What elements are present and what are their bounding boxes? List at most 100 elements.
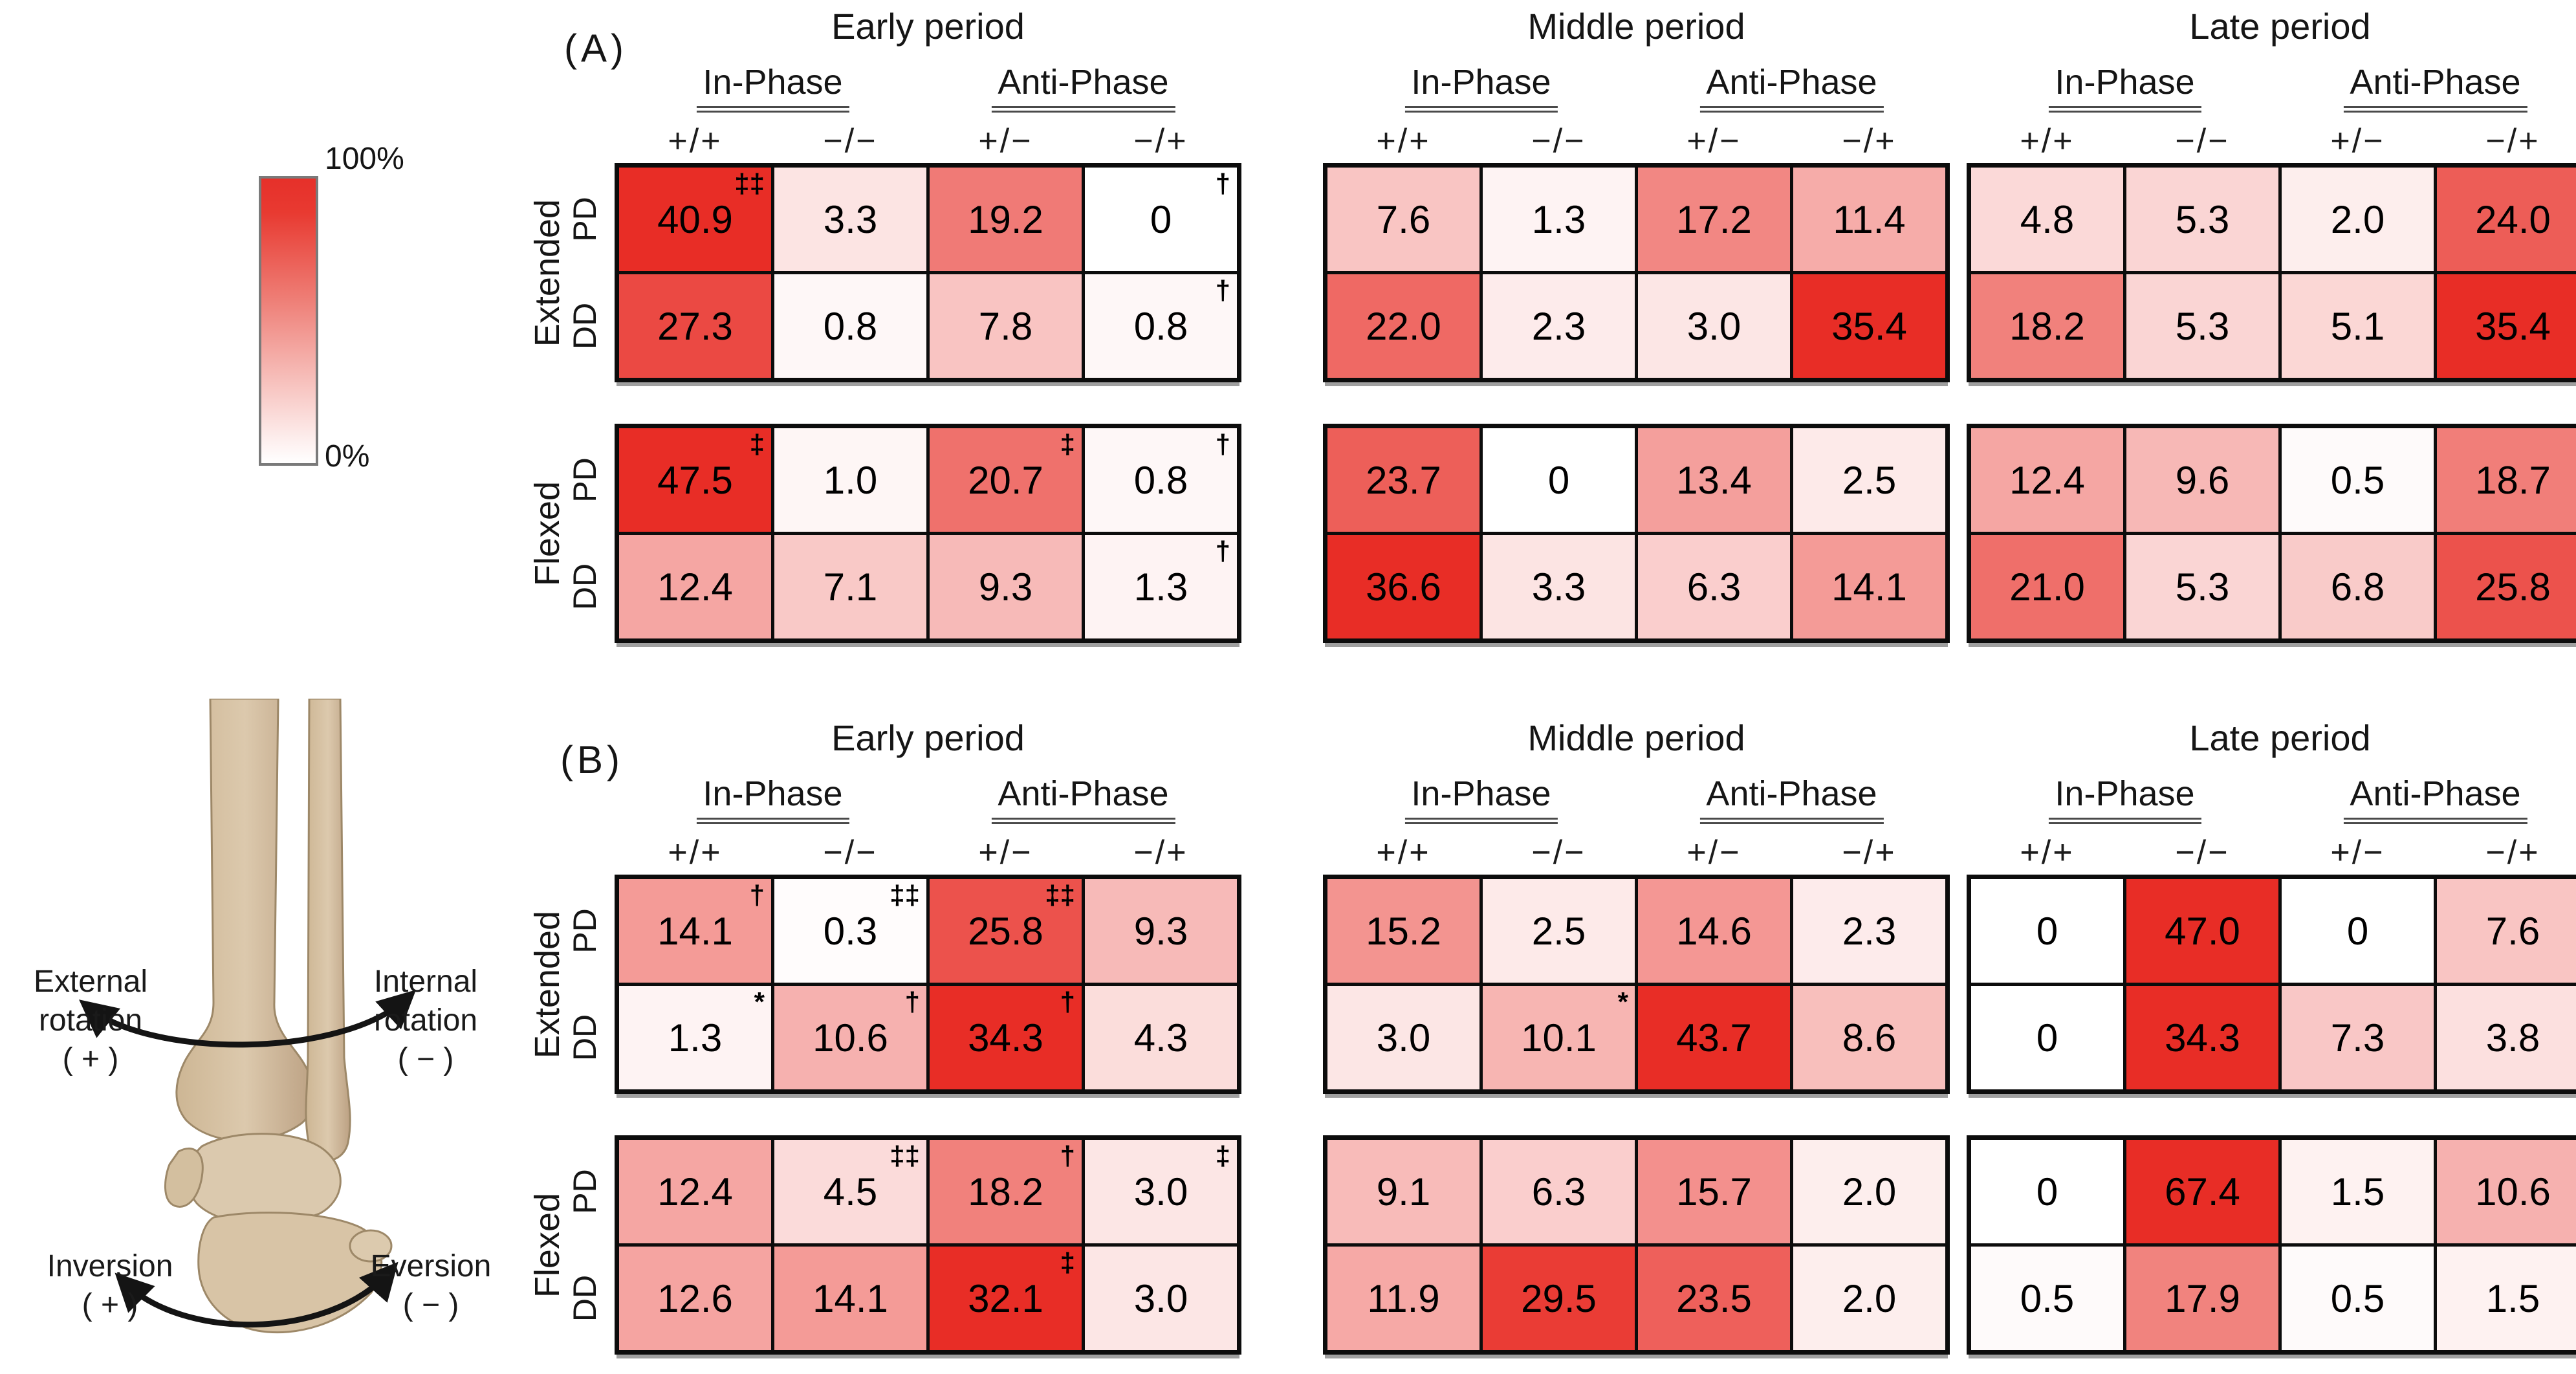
cell-value: 15.2 (1366, 909, 1441, 953)
heatmap-cell: 0 (1971, 1140, 2123, 1243)
heatmap-cell: 6.8 (2282, 535, 2434, 638)
cell-value: 5.3 (2175, 304, 2230, 348)
cell-value: 2.5 (1842, 458, 1897, 502)
row-block-label: Extended (528, 910, 567, 1058)
cell-value: 7.6 (1376, 197, 1431, 241)
heatmap-cell: 2.0 (1793, 1140, 1945, 1243)
row-label: PD (567, 197, 603, 242)
significance-symbol: ‡‡ (890, 880, 920, 910)
column-sign-label: +/− (2330, 122, 2385, 160)
heatmap-cell: 2.0 (2282, 168, 2434, 271)
column-sign-label: +/− (978, 122, 1033, 160)
heatmap-cell: 1.5 (2437, 1247, 2576, 1350)
heatmap-cell: 0.5 (2282, 1247, 2434, 1350)
cell-value: 7.6 (2485, 909, 2540, 953)
heatmap-cell: 18.2 (1971, 274, 2123, 378)
heatmap-cell: 4.5 ‡‡ (774, 1140, 926, 1243)
cell-value: 35.4 (2475, 304, 2551, 348)
heatmap-cell: 7.6 (2437, 879, 2576, 983)
row-label: PD (567, 1169, 603, 1214)
row-label: PD (567, 908, 603, 954)
cell-value: 1.0 (823, 458, 878, 502)
cell-value: 23.5 (1676, 1276, 1752, 1320)
significance-symbol: ‡ (1215, 1140, 1230, 1171)
medial-bone-fragment (164, 1148, 204, 1208)
cell-value: 12.4 (657, 565, 733, 609)
significance-symbol: † (1215, 536, 1230, 566)
significance-symbol: ‡‡ (734, 168, 765, 199)
heatmap-cell: 10.1 * (1483, 986, 1635, 1089)
cell-value: 11.4 (1833, 197, 1906, 241)
talus-bone (186, 1133, 342, 1225)
heatmap-cell: 0.3 ‡‡ (774, 879, 926, 983)
cell-value: 3.3 (1531, 565, 1586, 609)
heatmap-table: 4.8 5.3 2.0 24.0 18.2 5.3 5.1 35.4 (1967, 163, 2576, 382)
significance-symbol: ‡ (1060, 429, 1075, 459)
cell-value: 6.3 (1531, 1170, 1586, 1214)
cell-value: 12.4 (2009, 458, 2085, 502)
cell-value: 7.8 (978, 304, 1033, 348)
heatmap-cell: 9.3 (930, 535, 1082, 638)
heatmap-cell: 4.8 (1971, 168, 2123, 271)
column-sign-label: +/− (978, 834, 1033, 871)
column-sign-label: +/+ (1376, 834, 1431, 871)
tibia-bone (175, 699, 314, 1142)
cell-value: 14.1 (813, 1276, 888, 1320)
heatmap-cell: 7.3 (2282, 986, 2434, 1089)
heatmap-cell: 0.5 (1971, 1247, 2123, 1350)
cell-value: 24.0 (2475, 197, 2551, 241)
phase-group-header: Anti-Phase (1699, 774, 1884, 824)
heatmap-cell: 9.6 (2126, 428, 2278, 532)
cell-value: 12.6 (657, 1276, 733, 1320)
cell-value: 3.3 (823, 197, 878, 241)
cell-value: 25.8 (2475, 565, 2551, 609)
column-sign-label: −/− (823, 834, 878, 871)
phase-group-header: In-Phase (696, 62, 849, 113)
heatmap-cell: 7.6 (1327, 168, 1479, 271)
heatmap-cell: 15.7 (1638, 1140, 1790, 1243)
cell-value: 1.3 (668, 1016, 723, 1060)
heatmap-cell: 18.7 (2437, 428, 2576, 532)
cell-value: 10.6 (2475, 1170, 2551, 1214)
cell-value: 10.6 (813, 1016, 888, 1060)
row-label: DD (567, 563, 603, 611)
inversion-eversion-arrow (115, 1261, 398, 1328)
heatmap-cell: 7.1 (774, 535, 926, 638)
cell-value: 67.4 (2165, 1170, 2240, 1214)
period-title: Middle period (1527, 717, 1745, 758)
column-sign-label: −/− (1531, 122, 1586, 160)
cell-value: 2.5 (1531, 909, 1586, 953)
heatmap-cell: 9.3 (1085, 879, 1237, 983)
column-sign-label: +/− (1686, 834, 1741, 871)
external-rotation-label: External rotation ( + ) (33, 965, 148, 1076)
heatmap-cell: 43.7 (1638, 986, 1790, 1089)
cell-value: 5.3 (2175, 565, 2230, 609)
column-sign-label: −/+ (1842, 834, 1897, 871)
cell-value: 7.3 (2330, 1016, 2385, 1060)
column-sign-label: +/− (1686, 122, 1741, 160)
significance-symbol: † (904, 987, 920, 1017)
cell-value: 47.5 (657, 458, 733, 502)
period-title: Late period (2189, 6, 2371, 47)
column-sign-label: −/+ (2485, 834, 2540, 871)
heatmap-cell: 23.7 (1327, 428, 1479, 532)
row-block-label: Flexed (528, 1192, 567, 1298)
heatmap-table: 7.6 1.3 17.2 11.4 22.0 2.3 3.0 35.4 (1323, 163, 1950, 382)
cell-value: 4.8 (2020, 197, 2075, 241)
heatmap-table: 47.5 ‡ 1.0 20.7 ‡ 0.8 † 12.4 7.1 9.3 1.3 † (615, 424, 1241, 643)
column-sign-label: −/+ (1133, 122, 1188, 160)
cell-value: 40.9 (657, 197, 733, 241)
cell-value: 0.5 (2330, 1276, 2385, 1320)
heatmap-cell: 15.2 (1327, 879, 1479, 983)
heatmap-cell: 67.4 (2126, 1140, 2278, 1243)
column-sign-label: −/+ (1133, 834, 1188, 871)
fibula-bone (305, 699, 351, 1162)
column-sign-label: −/− (2175, 834, 2230, 871)
heatmap-cell: 5.3 (2126, 274, 2278, 378)
cell-value: 4.3 (1133, 1016, 1188, 1060)
phase-group-header: Anti-Phase (991, 774, 1175, 824)
cell-value: 2.0 (2330, 197, 2385, 241)
heatmap-cell: 22.0 (1327, 274, 1479, 378)
cell-value: 22.0 (1366, 304, 1441, 348)
